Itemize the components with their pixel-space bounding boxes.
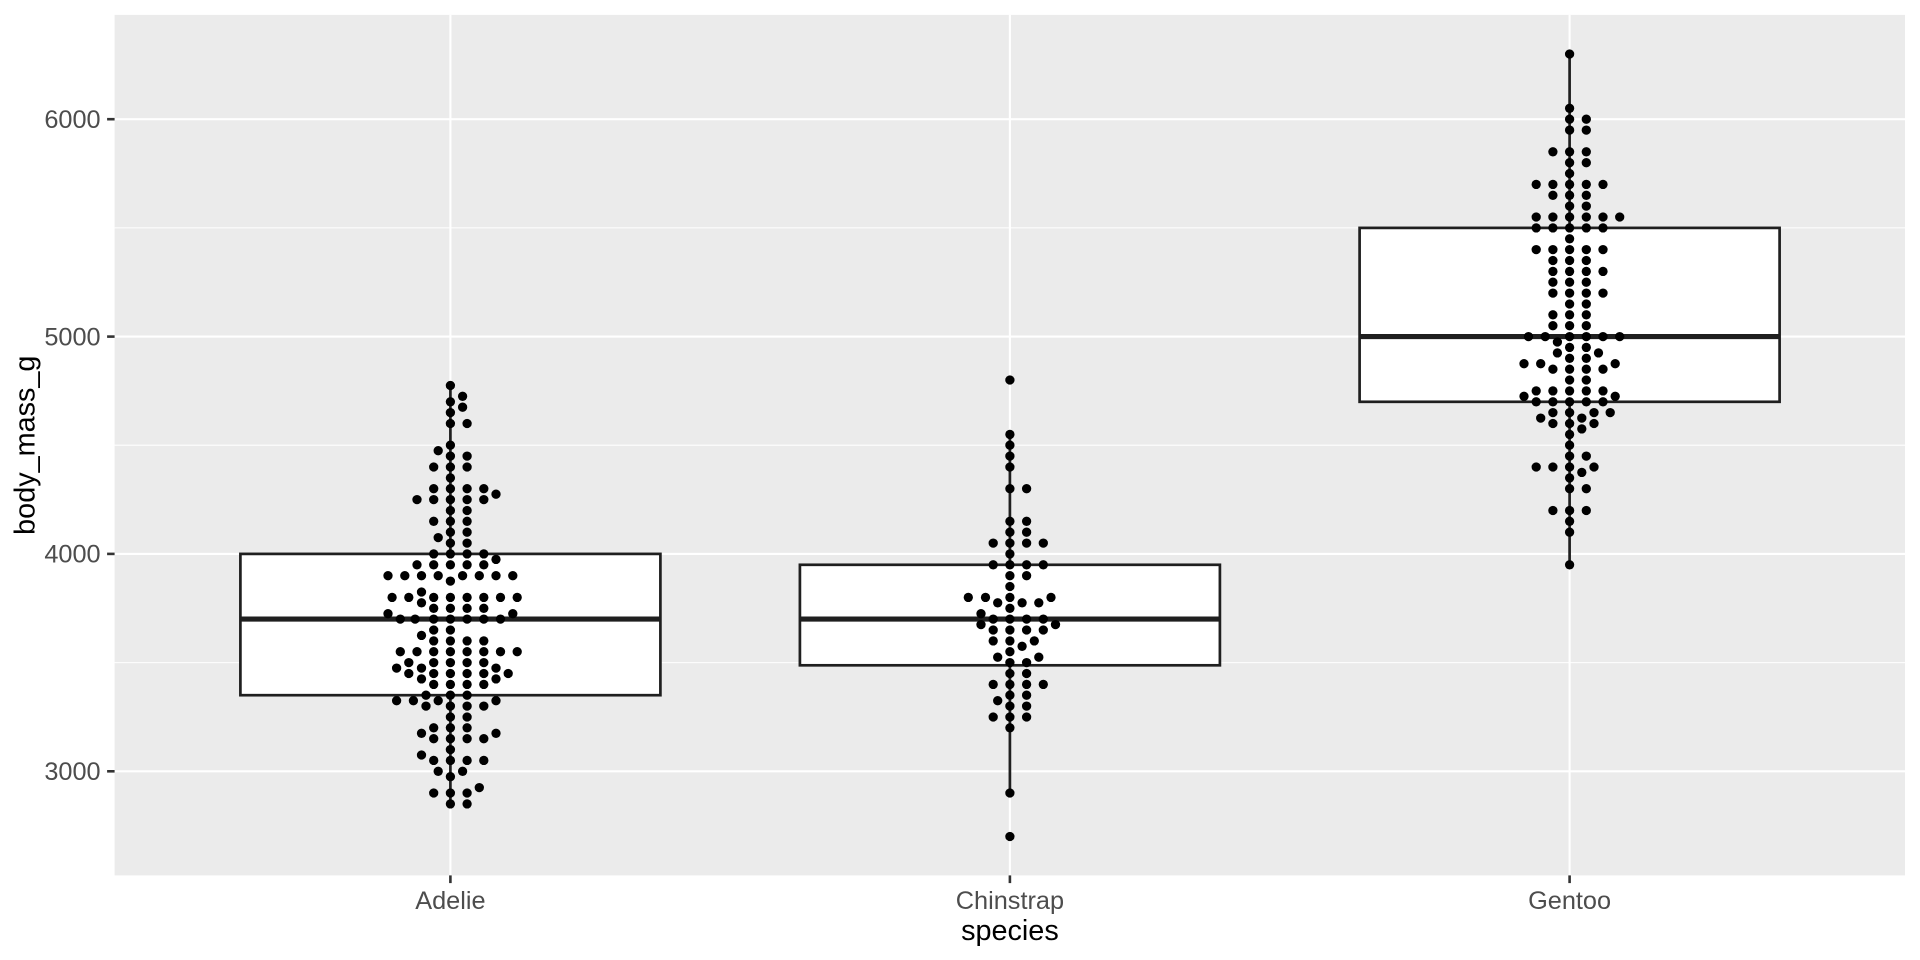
svg-text:Chinstrap: Chinstrap (956, 887, 1064, 915)
svg-text:species: species (961, 915, 1059, 947)
svg-text:3000: 3000 (44, 758, 100, 786)
svg-text:6000: 6000 (44, 106, 100, 134)
svg-text:Gentoo: Gentoo (1528, 887, 1611, 915)
svg-text:Adelie: Adelie (415, 887, 485, 915)
svg-text:body_mass_g: body_mass_g (10, 356, 42, 535)
svg-text:5000: 5000 (44, 323, 100, 351)
svg-text:4000: 4000 (44, 541, 100, 569)
